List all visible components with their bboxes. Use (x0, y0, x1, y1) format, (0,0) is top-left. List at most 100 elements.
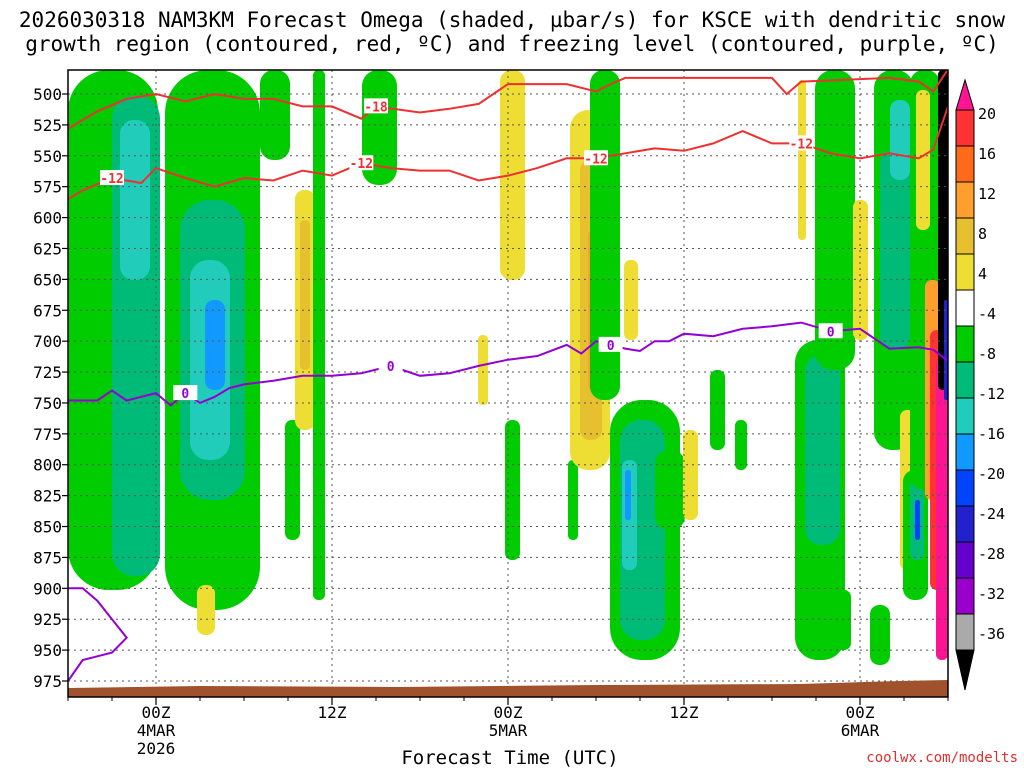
omega-shade-region (120, 120, 150, 280)
colorbar-segment (955, 325, 975, 363)
omega-shade-region (836, 590, 851, 650)
y-tick-label: 525 (33, 116, 62, 135)
omega-shade-region (197, 585, 215, 635)
colorbar-segment (955, 469, 975, 507)
y-tick-label: 975 (33, 672, 62, 691)
omega-shade-region (735, 420, 747, 470)
y-tick-label: 725 (33, 363, 62, 382)
contour-label-bg (378, 357, 403, 373)
contour-label-bg (349, 155, 374, 171)
contour-label: 0 (181, 387, 189, 402)
gridlines (68, 70, 948, 697)
colorbar-label: -4 (978, 305, 996, 323)
contour-line (68, 70, 948, 130)
y-axis: 500 525 550 575 600 625 650 675 700 725 750 775 800 8… (33, 85, 68, 691)
omega-shade-region (300, 220, 310, 370)
contour-label-bg (818, 323, 843, 339)
contour-label-bg (789, 135, 814, 151)
colorbar-label: -16 (978, 425, 1005, 443)
y-tick-label: 950 (33, 641, 62, 660)
chart-title-line2: growth region (contoured, red, ºC) and f… (25, 32, 999, 56)
contour-label: 0 (387, 360, 395, 375)
x-tick-label: 12Z (318, 703, 347, 722)
x-tick-label: 4MAR (137, 721, 176, 740)
contour-label: 0 (607, 339, 615, 354)
y-tick-label: 600 (33, 209, 62, 228)
colorbar-label: 16 (978, 145, 996, 163)
colorbar-segment (955, 217, 975, 255)
omega-shade-region (880, 150, 910, 350)
contour-label: -12 (350, 157, 373, 172)
contour-label-bg (584, 150, 608, 166)
colorbar-label: -36 (978, 625, 1005, 643)
omega-shading (68, 70, 948, 665)
colorbar-top-triangle (955, 78, 975, 111)
omega-shade-region (624, 260, 638, 340)
y-tick-label: 875 (33, 548, 62, 567)
x-tick-label: 12Z (670, 703, 699, 722)
y-tick-label: 625 (33, 239, 62, 258)
x-tick-label: 00Z (142, 703, 171, 722)
y-tick-label: 775 (33, 425, 62, 444)
contour-line (68, 587, 129, 682)
x-tick-label: 00Z (494, 703, 523, 722)
contour-label-bg (598, 336, 623, 352)
omega-shade-region (260, 70, 290, 160)
contours: -12 -12 -12 -12 -18 0 0 0 0 (68, 70, 948, 682)
colorbar-segment (955, 145, 975, 183)
y-tick-label: 675 (33, 301, 62, 320)
chart-title-line1: 2026030318 NAM3KM Forecast Omega (shaded… (19, 8, 1006, 32)
contour-label-bg (100, 170, 124, 186)
omega-shade-region (655, 450, 685, 530)
colorbar-segment (955, 253, 975, 291)
colorbar-segment (955, 109, 975, 147)
x-tick-label: 00Z (846, 703, 875, 722)
omega-shade-region (890, 100, 910, 180)
y-tick-label: 575 (33, 178, 62, 197)
omega-shade-region (205, 300, 225, 390)
colorbar-label: -8 (978, 345, 996, 363)
omega-shade-region (916, 90, 930, 230)
colorbar-segment (955, 541, 975, 579)
omega-shade-region (683, 430, 698, 520)
contour-label: -18 (364, 100, 388, 115)
contour-label: -12 (100, 172, 123, 187)
colorbar-segment (955, 361, 975, 399)
colorbar-segment (955, 577, 975, 615)
y-tick-label: 850 (33, 518, 62, 537)
credit-text: coolwx.com/modelts (866, 750, 1018, 766)
y-tick-label: 900 (33, 579, 62, 598)
omega-shade-region (313, 70, 325, 600)
y-tick-label: 500 (33, 85, 62, 104)
terrain-ground (68, 680, 948, 697)
omega-shade-region (798, 80, 806, 240)
omega-shade-region (936, 360, 948, 660)
colorbar-label: 20 (978, 105, 996, 123)
x-tick-label: 5MAR (489, 721, 528, 740)
omega-shade-region (505, 420, 520, 560)
contour-label-bg (173, 385, 198, 401)
colorbar-bottom-triangle (955, 649, 975, 691)
omega-shade-region (478, 335, 488, 405)
colorbar-label: 8 (978, 225, 987, 243)
y-tick-label: 700 (33, 332, 62, 351)
y-tick-label: 650 (33, 270, 62, 289)
colorbar-label: -24 (978, 505, 1005, 523)
x-tick-label: 6MAR (841, 721, 880, 740)
colorbar-label: -12 (978, 385, 1005, 403)
omega-shade-region (915, 500, 920, 540)
y-tick-label: 550 (33, 147, 62, 166)
omega-shade-region (805, 355, 840, 545)
omega-shade-region (944, 300, 948, 400)
colorbar-segment (955, 433, 975, 471)
contour-label: 0 (827, 325, 835, 340)
x-tick-label: 2026 (137, 739, 176, 758)
contour-label-bg (364, 98, 388, 114)
colorbar-label: -20 (978, 465, 1005, 483)
colorbar-label: 4 (978, 265, 987, 283)
colorbar-segment (955, 181, 975, 219)
colorbar-label: 12 (978, 185, 996, 203)
colorbar-segment (955, 613, 975, 651)
